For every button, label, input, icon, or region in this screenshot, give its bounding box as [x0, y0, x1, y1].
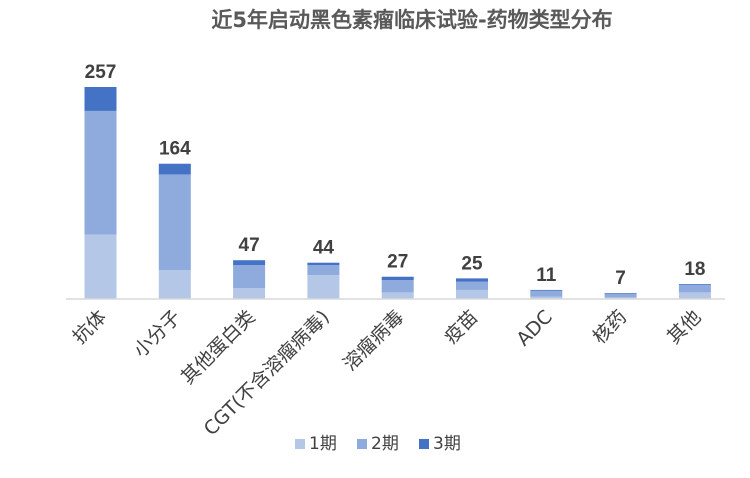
bar-segment-1-5 — [456, 289, 488, 299]
bar-segment-3-1 — [158, 163, 191, 175]
bar-segment-2-8 — [678, 284, 711, 293]
bar-segment-1-4 — [381, 292, 414, 299]
category-label: 核药 — [589, 306, 631, 348]
total-labels-group: 257 164 47 44 27 25 11 7 18 — [85, 62, 706, 289]
bar-segment-1-6 — [530, 296, 563, 299]
bar-segment-3-4 — [381, 276, 414, 281]
bar-segment-2-1 — [158, 174, 191, 271]
total-label: 18 — [684, 259, 705, 280]
bar-segment-1-3 — [307, 275, 340, 299]
legend-swatch-3 — [419, 439, 429, 449]
category-label: 抗体 — [69, 306, 111, 348]
bar-segment-1-7 — [604, 297, 637, 299]
bar-segment-2-0 — [84, 110, 117, 235]
bar-segment-2-4 — [381, 280, 414, 293]
bar-segment-2-6 — [530, 290, 563, 297]
bar-segment-3-0 — [84, 87, 117, 111]
bar-segment-1-1 — [158, 270, 191, 299]
bar-segment-1-8 — [678, 292, 711, 299]
total-label: 25 — [461, 253, 483, 274]
bar-segment-3-3 — [307, 262, 340, 266]
bar-segment-2-3 — [307, 265, 340, 276]
total-label: 47 — [239, 235, 260, 256]
category-label: 疫苗 — [440, 306, 482, 348]
bar-segment-3-7 — [604, 293, 637, 295]
bar-segment-1-2 — [233, 288, 266, 299]
total-label: 164 — [159, 139, 191, 160]
total-label: 257 — [85, 62, 117, 83]
bar-segment-2-7 — [604, 294, 637, 298]
bar-segment-3-5 — [456, 278, 488, 282]
legend: 1期 2期 3期 — [295, 434, 461, 454]
legend-swatch-1 — [295, 439, 305, 449]
total-label: 7 — [615, 268, 626, 289]
category-label: ADC — [512, 306, 556, 350]
bars-group — [84, 87, 711, 299]
bar-segment-3-8 — [678, 284, 711, 285]
category-label: CGT(不含溶瘤病毒) — [200, 306, 334, 440]
total-label: 44 — [313, 238, 335, 259]
legend-swatch-2 — [357, 439, 367, 449]
bar-segment-3-6 — [530, 289, 563, 291]
bar-segment-2-5 — [456, 281, 488, 290]
total-label: 11 — [536, 265, 557, 286]
total-label: 27 — [387, 252, 408, 273]
bar-segment-1-0 — [84, 234, 117, 299]
category-label: 溶瘤病毒 — [339, 306, 408, 375]
legend-label: 1期 — [309, 434, 337, 454]
legend-label: 2期 — [371, 434, 399, 454]
bar-segment-2-2 — [233, 265, 266, 289]
chart-title: 近5年启动黑色素瘤临床试验-药物类型分布 — [211, 8, 612, 32]
legend-label: 3期 — [433, 434, 461, 454]
category-label: 其他 — [663, 306, 705, 348]
category-label: 小分子 — [129, 306, 185, 362]
bar-segment-3-2 — [233, 260, 266, 266]
